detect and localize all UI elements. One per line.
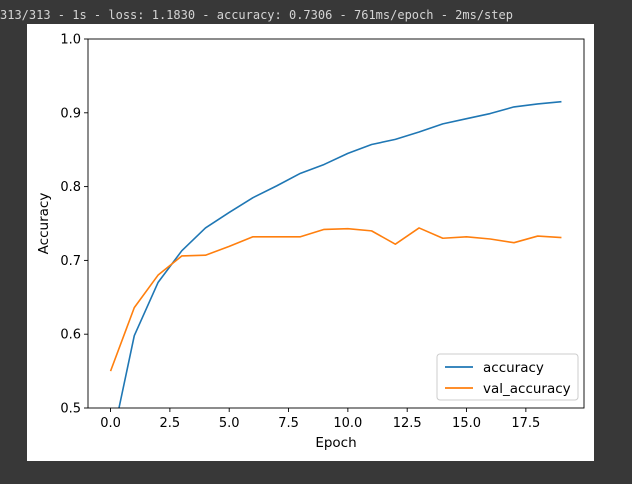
y-tick-label: 0.7 bbox=[60, 254, 81, 269]
y-axis-label: Accuracy bbox=[36, 193, 52, 255]
plot-frame bbox=[87, 38, 585, 409]
x-tick-label: 17.5 bbox=[511, 416, 540, 431]
series-line-accuracy bbox=[118, 100, 562, 408]
legend-label-accuracy: accuracy bbox=[483, 360, 544, 376]
y-tick-label: 1.0 bbox=[60, 33, 81, 48]
x-tick-label: 12.5 bbox=[393, 416, 422, 431]
y-tick-label: 0.9 bbox=[60, 106, 81, 121]
chart-figure: 0.0 2.5 5.0 7.5 10.0 12.5 15.0 17.5 0.5 0.6 0.7 0.8… bbox=[27, 24, 594, 461]
x-tick-label: 15.0 bbox=[452, 416, 481, 431]
y-tick-label: 0.6 bbox=[60, 328, 81, 343]
x-tick-label: 5.0 bbox=[219, 416, 240, 431]
x-tick-label: 0.0 bbox=[100, 416, 121, 431]
y-tick-label: 0.8 bbox=[60, 180, 81, 195]
x-axis-label: Epoch bbox=[315, 435, 356, 451]
y-tick-label: 0.5 bbox=[60, 402, 81, 417]
x-tick-label: 10.0 bbox=[333, 416, 362, 431]
x-tick-label: 2.5 bbox=[160, 416, 181, 431]
console-output-line: 313/313 - 1s - loss: 1.1830 - accuracy: … bbox=[0, 8, 513, 22]
series-line-val-accuracy bbox=[109, 227, 562, 372]
legend-label-val-accuracy: val_accuracy bbox=[483, 381, 571, 397]
x-tick-label: 7.5 bbox=[278, 416, 299, 431]
accuracy-chart: 0.0 2.5 5.0 7.5 10.0 12.5 15.0 17.5 0.5 0.6 0.7 0.8… bbox=[36, 33, 585, 451]
